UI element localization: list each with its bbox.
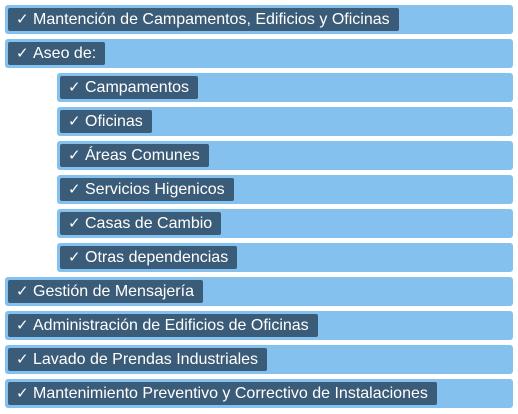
services-list: ✓ Mantención de Campamentos, Edificios y … [5, 5, 513, 413]
sub-item-otras-dependencias: ✓ Otras dependencias [57, 243, 513, 272]
list-item-tag: ✓ Servicios Higenicos [60, 178, 234, 201]
check-icon: ✓ [68, 147, 81, 164]
check-icon: ✓ [68, 181, 81, 198]
list-item-label: Administración de Edificios de Oficinas [33, 317, 309, 334]
list-item-mantencion: ✓ Mantención de Campamentos, Edificios y … [5, 5, 513, 34]
list-item-label: Aseo de: [33, 45, 97, 62]
list-item-tag: ✓ Mantenimiento Preventivo y Correctivo d… [8, 382, 437, 405]
check-icon: ✓ [68, 79, 81, 96]
check-icon: ✓ [16, 11, 29, 28]
check-icon: ✓ [68, 113, 81, 130]
list-item-mensajeria: ✓ Gestión de Mensajería [5, 277, 513, 306]
list-item-tag: ✓ Administración de Edificios de Oficinas [8, 314, 318, 337]
list-item-aseo: ✓ Aseo de: [5, 39, 513, 68]
list-item-label: Casas de Cambio [85, 215, 213, 232]
list-item-administracion: ✓ Administración de Edificios de Oficinas [5, 311, 513, 340]
list-item-label: Lavado de Prendas Industriales [33, 351, 259, 368]
list-item-label: Oficinas [85, 113, 143, 130]
check-icon: ✓ [16, 283, 29, 300]
sub-item-campamentos: ✓ Campamentos [57, 73, 513, 102]
list-item-tag: ✓ Mantención de Campamentos, Edificios y … [8, 8, 399, 31]
list-item-tag: ✓ Otras dependencias [60, 246, 238, 269]
list-item-label: Servicios Higenicos [85, 181, 225, 198]
check-icon: ✓ [68, 249, 81, 266]
list-item-tag: ✓ Lavado de Prendas Industriales [8, 348, 268, 371]
list-item-tag: ✓ Aseo de: [8, 42, 106, 65]
list-item-tag: ✓ Áreas Comunes [60, 144, 209, 167]
sub-item-oficinas: ✓ Oficinas [57, 107, 513, 136]
check-icon: ✓ [16, 317, 29, 334]
list-item-label: Otras dependencias [85, 249, 229, 266]
list-item-tag: ✓ Campamentos [60, 76, 199, 99]
list-item-tag: ✓ Gestión de Mensajería [8, 280, 203, 303]
check-icon: ✓ [16, 45, 29, 62]
list-item-lavado: ✓ Lavado de Prendas Industriales [5, 345, 513, 374]
check-icon: ✓ [16, 351, 29, 368]
list-item-label: Gestión de Mensajería [33, 283, 194, 300]
sub-item-servicios-higenicos: ✓ Servicios Higenicos [57, 175, 513, 204]
list-item-label: Mantención de Campamentos, Edificios y O… [33, 11, 390, 28]
check-icon: ✓ [68, 215, 81, 232]
list-item-label: Campamentos [85, 79, 190, 96]
sub-item-casas-de-cambio: ✓ Casas de Cambio [57, 209, 513, 238]
list-item-tag: ✓ Casas de Cambio [60, 212, 222, 235]
list-item-label: Mantenimiento Preventivo y Correctivo de… [33, 385, 428, 402]
check-icon: ✓ [16, 385, 29, 402]
list-item-label: Áreas Comunes [85, 147, 200, 164]
list-item-mantenimiento: ✓ Mantenimiento Preventivo y Correctivo d… [5, 379, 513, 408]
sub-item-areas-comunes: ✓ Áreas Comunes [57, 141, 513, 170]
list-item-tag: ✓ Oficinas [60, 110, 152, 133]
